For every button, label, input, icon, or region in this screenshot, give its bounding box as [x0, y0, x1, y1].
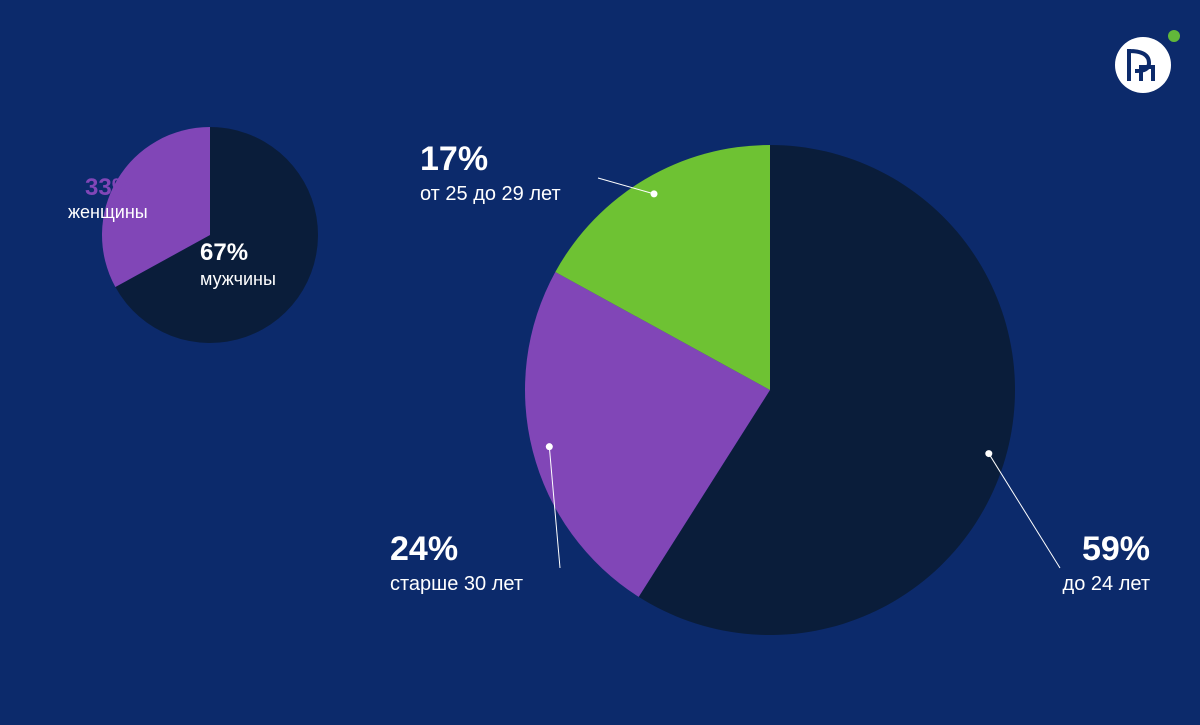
age-under24-leader-dot	[985, 450, 992, 457]
age-over30-label: старше 30 лет	[390, 573, 523, 595]
age-25to29-leader-dot	[651, 190, 658, 197]
gender-women-pct: 33%	[85, 174, 133, 201]
logo-dot-icon	[1168, 30, 1180, 42]
age-over30-leader-dot	[546, 443, 553, 450]
age-25to29-label: от 25 до 29 лет	[420, 183, 561, 205]
age-under24-label: до 24 лет	[1063, 573, 1150, 595]
age-under24-pct: 59%	[1082, 530, 1150, 568]
age-25to29-pct: 17%	[420, 140, 488, 178]
age-over30-pct: 24%	[390, 530, 458, 568]
gender-pie	[102, 127, 318, 343]
gender-men-label: мужчины	[200, 269, 276, 289]
gender-women-label: женщины	[68, 202, 148, 222]
gender-men-pct: 67%	[200, 239, 248, 266]
age-pie	[525, 145, 1015, 635]
